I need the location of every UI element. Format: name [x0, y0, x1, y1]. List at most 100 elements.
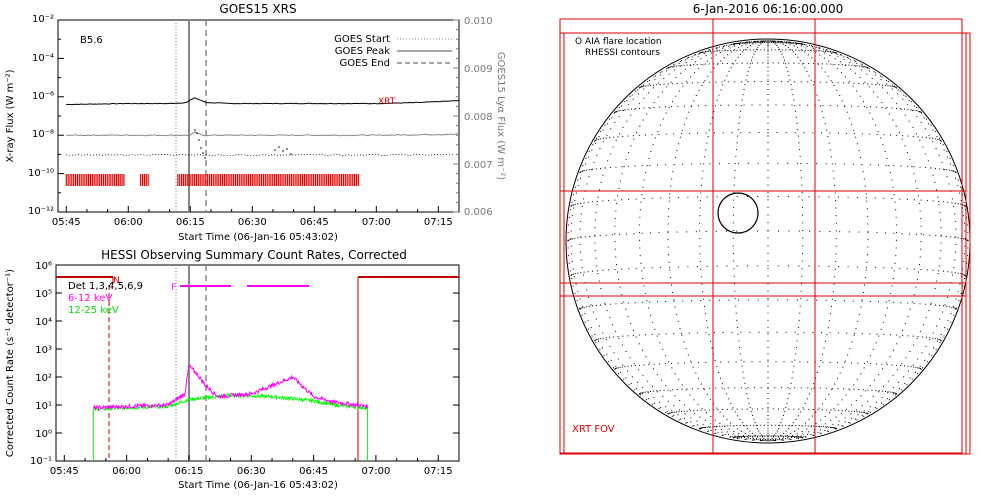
grid-dot — [651, 267, 653, 269]
grid-dot — [843, 388, 845, 390]
grid-dot — [634, 165, 636, 167]
grid-dot — [920, 241, 922, 243]
grid-dot — [916, 233, 918, 235]
grid-dot — [929, 234, 931, 236]
grid-dot — [733, 49, 735, 51]
grid-dot — [645, 134, 647, 136]
grid-dot — [849, 389, 851, 391]
grid-dot — [796, 437, 798, 439]
grid-dot — [762, 408, 764, 410]
grid-dot — [585, 169, 587, 171]
grid-dot — [856, 143, 858, 145]
grid-dot — [568, 262, 570, 264]
grid-dot — [891, 285, 893, 287]
grid-dot — [825, 398, 827, 400]
grid-dot — [932, 332, 934, 334]
grid-dot — [738, 299, 740, 301]
grid-dot — [696, 265, 698, 267]
grid-dot — [857, 105, 859, 107]
grid-dot — [893, 349, 895, 351]
grid-dot — [834, 58, 836, 60]
grid-dot — [616, 367, 618, 369]
grid-dot — [714, 433, 716, 435]
grid-dot — [794, 105, 796, 107]
grid-dot — [676, 388, 678, 390]
grid-dot — [609, 317, 611, 319]
grid-dot — [924, 128, 926, 130]
goes-legend-peak: GOES Peak — [335, 46, 390, 57]
grid-dot — [839, 372, 841, 374]
grid-dot — [913, 268, 915, 270]
grid-dot — [831, 163, 833, 165]
grid-dot — [795, 42, 797, 44]
grid-dot — [896, 134, 898, 136]
grid-dot — [872, 118, 874, 120]
grid-dot — [602, 129, 604, 131]
grid-dot — [930, 304, 932, 306]
grid-dot — [893, 165, 895, 167]
grid-dot — [739, 116, 741, 118]
grid-dot — [767, 340, 769, 342]
grid-dot — [854, 72, 856, 74]
grid-dot — [594, 235, 596, 237]
grid-dot — [762, 438, 764, 440]
grid-dot — [787, 81, 789, 83]
grid-dot — [798, 425, 800, 427]
grid-dot — [728, 428, 730, 430]
grid-dot — [669, 193, 671, 195]
grid-dot — [950, 313, 952, 315]
grid-dot — [641, 165, 643, 167]
grid-dot — [954, 272, 956, 274]
grid-dot — [572, 204, 574, 206]
grid-dot — [741, 365, 743, 367]
grid-dot — [907, 135, 909, 137]
grid-dot — [662, 396, 664, 398]
grid-dot — [788, 428, 790, 430]
grid-dot — [881, 363, 883, 365]
grid-dot — [708, 49, 710, 51]
grid-dot — [754, 81, 756, 83]
grid-dot — [606, 134, 608, 136]
grid-dot — [943, 335, 945, 337]
grid-dot — [645, 391, 647, 393]
grid-dot — [856, 90, 858, 92]
grid-dot — [600, 338, 602, 340]
grid-dot — [690, 360, 692, 362]
grid-dot — [627, 104, 629, 106]
grid-dot — [739, 110, 741, 112]
grid-dot — [932, 129, 934, 131]
grid-dot — [767, 283, 769, 285]
grid-dot — [876, 82, 878, 84]
grid-dot — [660, 74, 662, 76]
grid-dot — [575, 283, 577, 285]
grid-dot — [811, 415, 813, 417]
grid-dot — [831, 387, 833, 389]
grid-dot — [817, 63, 819, 65]
grid-dot — [622, 126, 624, 128]
grid-dot — [933, 347, 935, 349]
grid-dot — [823, 117, 825, 119]
grid-dot — [887, 380, 889, 382]
grid-dot — [847, 266, 849, 268]
grid-dot — [598, 338, 600, 340]
grid-dot — [705, 105, 707, 107]
grid-dot — [722, 63, 724, 65]
grid-dot — [715, 426, 717, 428]
grid-dot — [804, 422, 806, 424]
grid-dot — [713, 409, 715, 411]
grid-dot — [631, 94, 633, 96]
grid-dot — [853, 82, 855, 84]
grid-dot — [725, 44, 727, 46]
grid-dot — [661, 379, 663, 381]
grid-dot — [767, 195, 769, 197]
grid-dot — [823, 57, 825, 59]
grid-dot — [955, 177, 957, 179]
grid-dot — [612, 324, 614, 326]
grid-dot — [614, 199, 616, 201]
grid-dot — [583, 306, 585, 308]
grid-dot — [638, 232, 640, 234]
grid-dot — [866, 412, 868, 414]
grid-dot — [949, 157, 951, 159]
grid-dot — [819, 47, 821, 49]
grid-dot — [757, 265, 759, 267]
